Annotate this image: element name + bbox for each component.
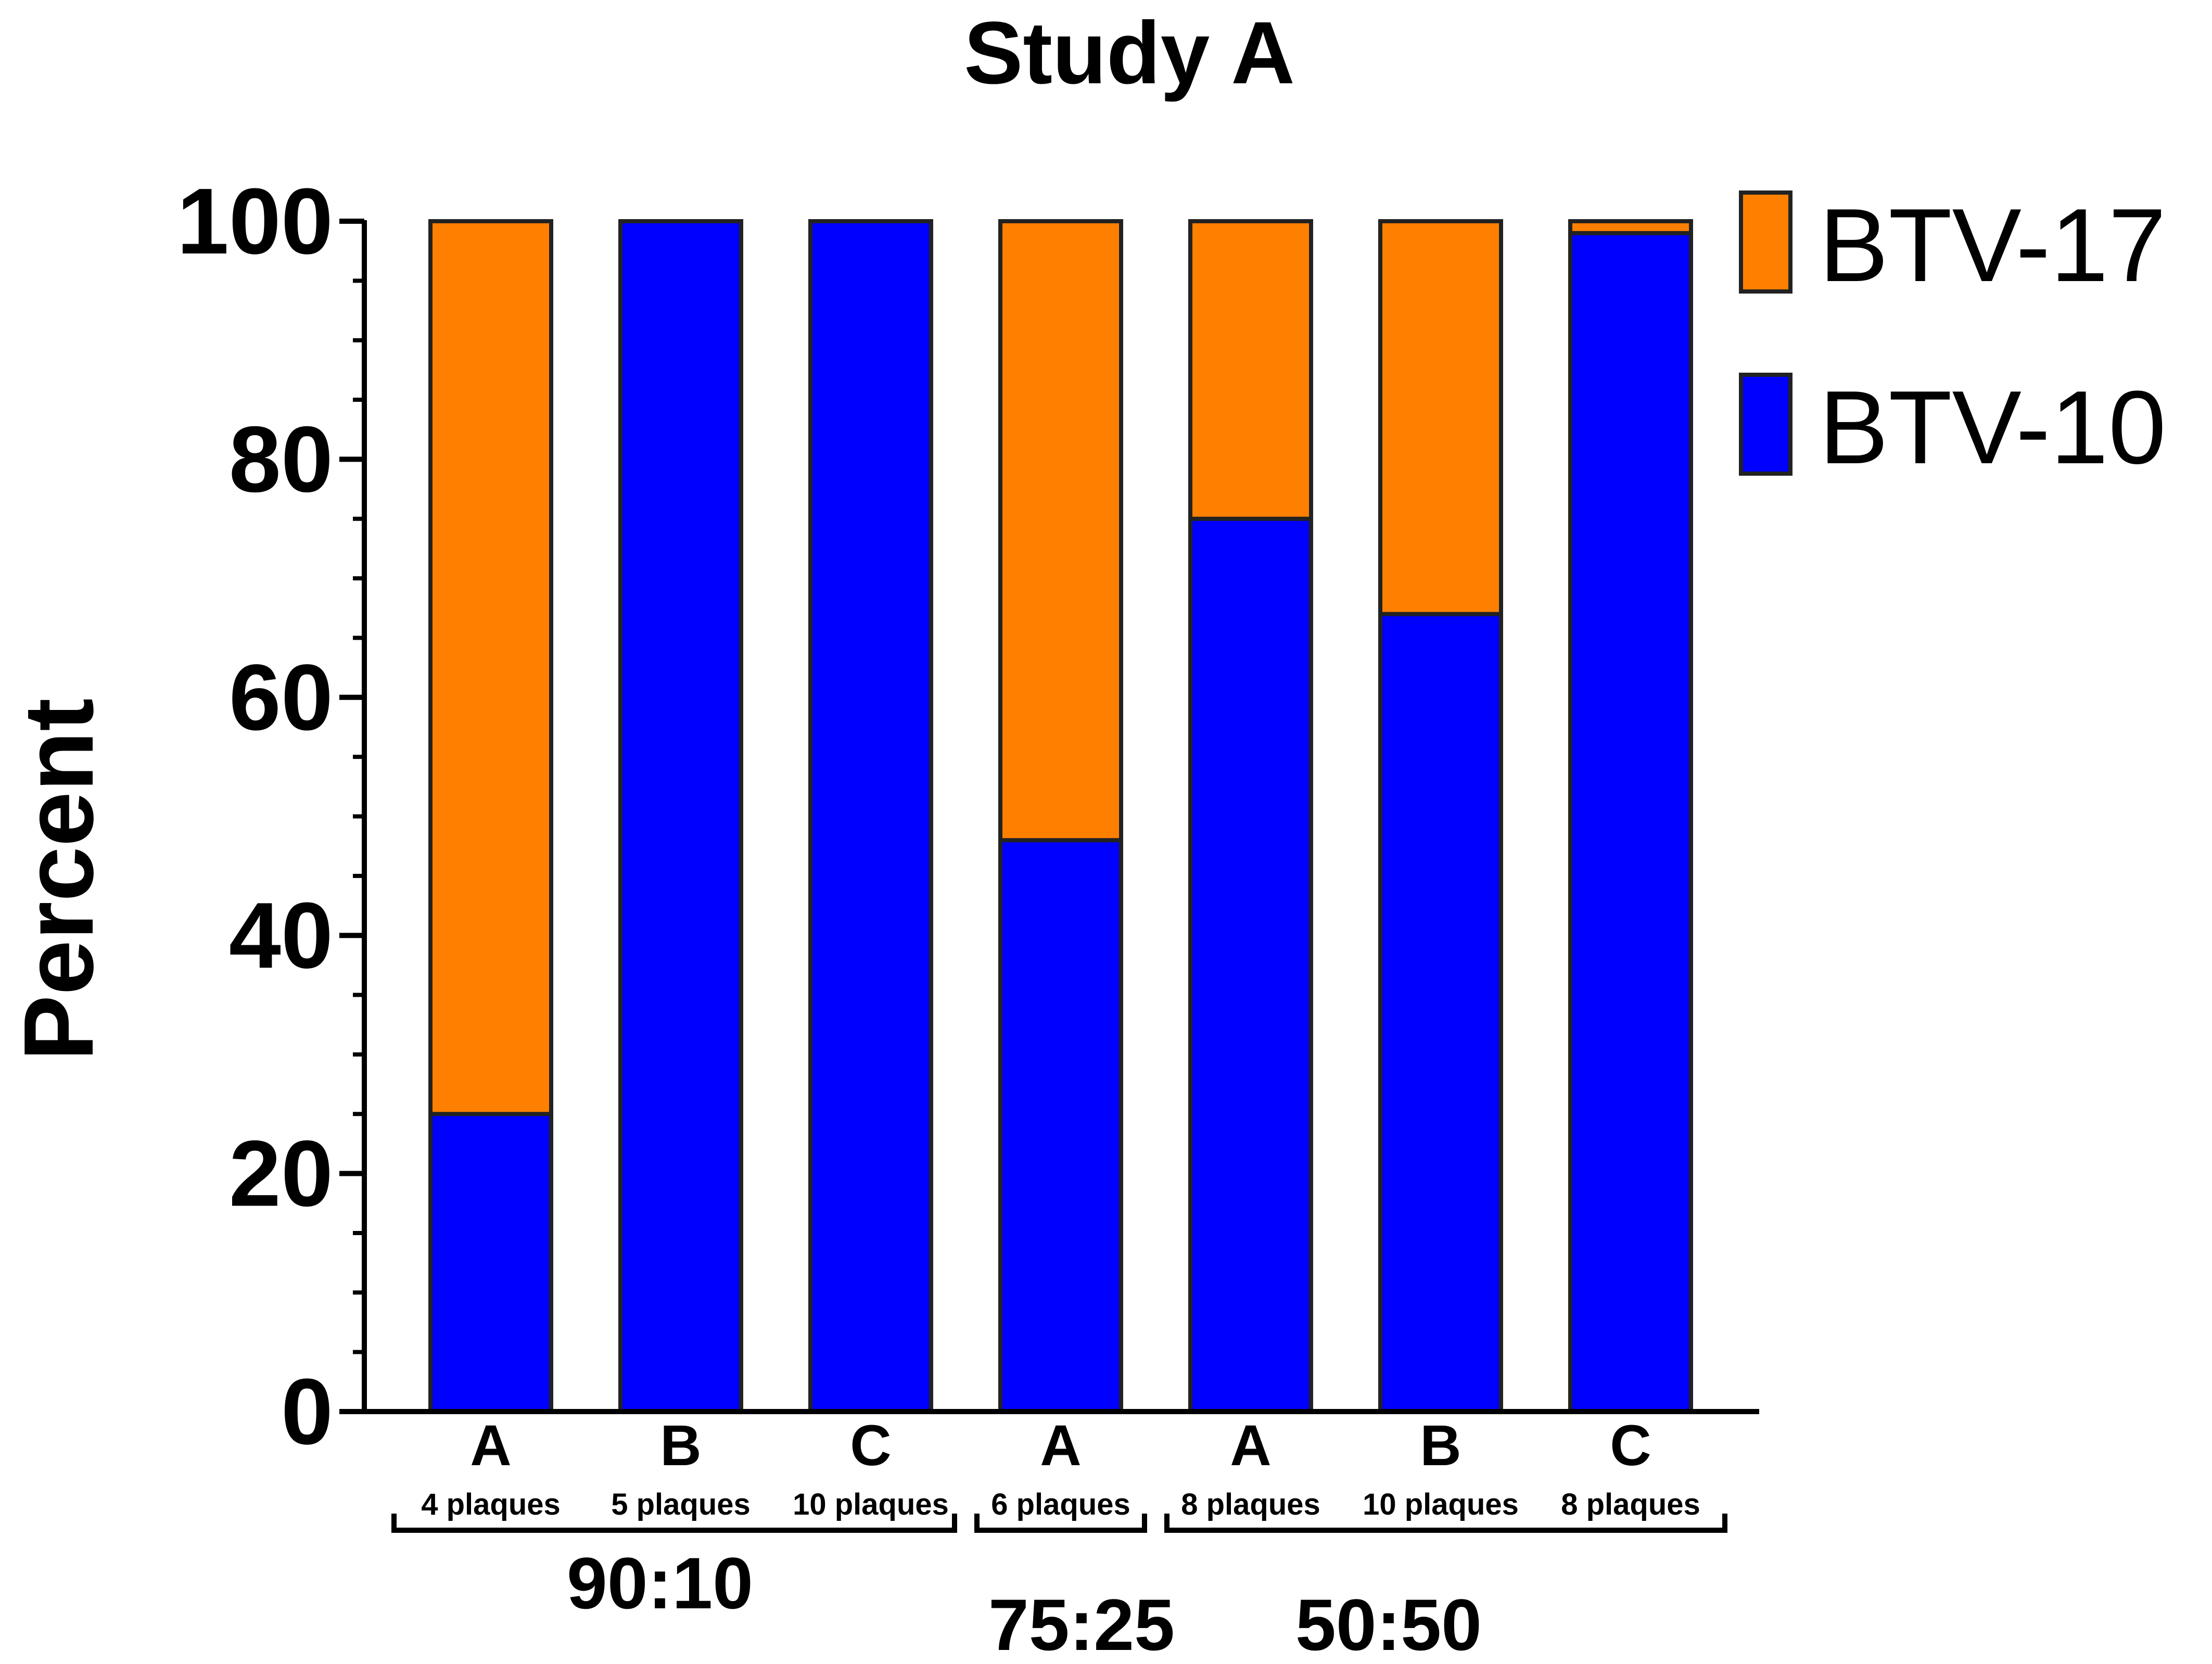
- bar-segment-btv-10-4: [1188, 516, 1313, 1414]
- y-tick-label-60: 60: [229, 645, 333, 750]
- y-axis-label: Percent: [4, 698, 114, 1061]
- x-tick-label-6: C: [1610, 1414, 1651, 1478]
- bar-segment-btv-10-3: [998, 838, 1123, 1414]
- legend-swatch-btv-10: [1739, 373, 1793, 476]
- legend-label-btv-10: BTV-10: [1819, 370, 2166, 486]
- y-tick-label-100: 100: [177, 169, 333, 274]
- x-tick-label-1: B: [660, 1414, 701, 1478]
- x-sublabel-3: 6 plaques: [991, 1488, 1130, 1521]
- x-sublabel-5: 10 plaques: [1363, 1488, 1519, 1521]
- group-bracket-0: [391, 1514, 957, 1533]
- bar-segment-btv-17-0: [428, 219, 553, 1116]
- bar-segment-btv-10-1: [618, 219, 743, 1414]
- x-tick-label-5: B: [1420, 1414, 1461, 1478]
- x-sublabel-0: 4 plaques: [421, 1488, 561, 1521]
- group-label-1: 75:25: [988, 1584, 1175, 1664]
- bar-segment-btv-17-3: [998, 219, 1123, 843]
- x-sublabel-1: 5 plaques: [611, 1488, 751, 1521]
- x-sublabel-4: 8 plaques: [1181, 1488, 1320, 1521]
- x-axis: A 4 plaques B 5 plaques C 10 plaques A 6 plaque…: [364, 1409, 1759, 1521]
- bar-segment-btv-10-5: [1378, 612, 1503, 1414]
- group-brackets: 90:10 75:25 50:50: [391, 1514, 1727, 1664]
- y-tick-label-0: 0: [281, 1360, 333, 1464]
- x-tick-label-0: A: [470, 1414, 511, 1478]
- x-tick-label-2: C: [850, 1414, 891, 1478]
- legend: BTV-17 BTV-10: [1739, 187, 2166, 486]
- bar-segment-btv-17-5: [1378, 219, 1503, 616]
- group-bracket-1: [974, 1514, 1147, 1533]
- group-label-0: 90:10: [567, 1542, 753, 1624]
- y-tick-label-80: 80: [229, 407, 333, 512]
- bar-segment-btv-10-6: [1568, 231, 1693, 1414]
- bars-layer: [428, 219, 1693, 1414]
- bar-segment-btv-10-0: [428, 1112, 553, 1414]
- bar-segment-btv-10-2: [808, 219, 933, 1414]
- bar-segment-btv-17-4: [1188, 219, 1313, 521]
- y-tick-label-20: 20: [229, 1122, 333, 1226]
- y-tick-label-40: 40: [229, 883, 333, 988]
- chart-title: Study A: [964, 4, 1295, 103]
- x-tick-label-4: A: [1230, 1414, 1271, 1478]
- x-sublabel-2: 10 plaques: [793, 1488, 949, 1521]
- legend-swatch-btv-17: [1739, 190, 1793, 294]
- legend-label-btv-17: BTV-17: [1819, 187, 2166, 303]
- y-axis: 0 20 40 60 80 100: [177, 169, 367, 1464]
- group-label-2: 50:50: [1295, 1584, 1482, 1664]
- x-tick-label-3: A: [1040, 1414, 1081, 1478]
- group-bracket-2: [1164, 1514, 1727, 1533]
- bar-segment-btv-17-6: [1568, 219, 1693, 235]
- x-sublabel-6: 8 plaques: [1561, 1488, 1700, 1521]
